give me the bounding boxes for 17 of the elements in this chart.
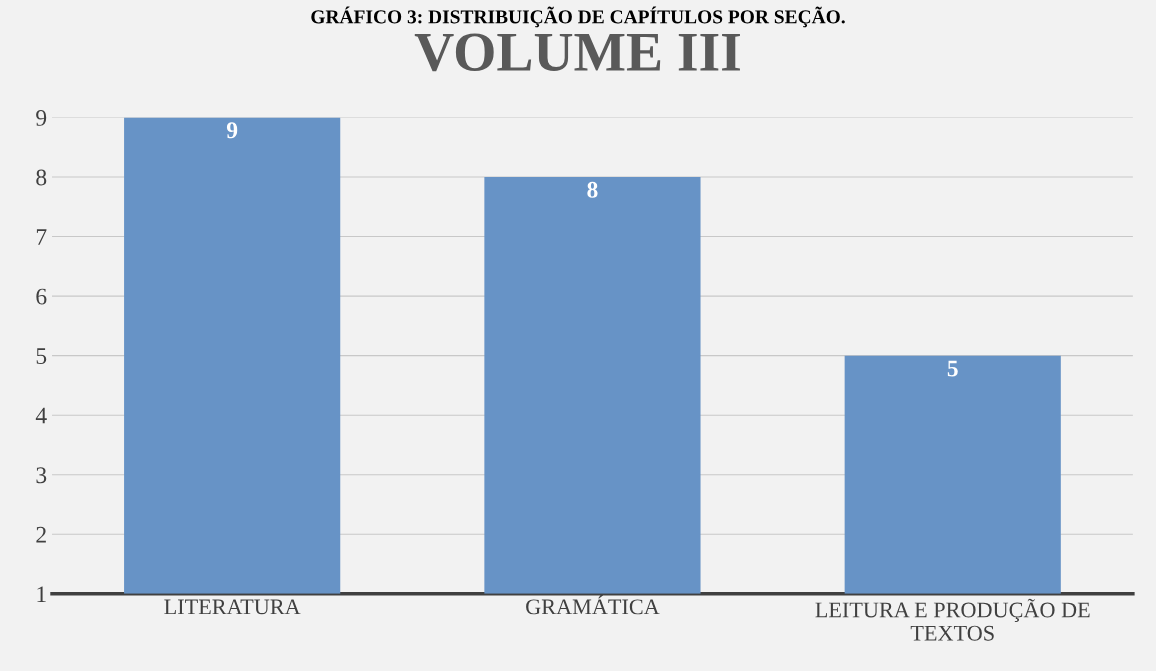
y-tick-label: 9 xyxy=(36,109,47,126)
y-tick-label: 6 xyxy=(36,288,47,305)
x-tick-label: LITERATURA xyxy=(164,599,301,615)
y-tick-label: 4 xyxy=(35,407,47,424)
data-label: 8 xyxy=(587,181,598,198)
y-tick-label: 8 xyxy=(36,169,47,186)
data-label: 5 xyxy=(947,360,958,377)
x-tick-label: LEITURA E PRODUÇÃO DE TEXTOS xyxy=(815,598,1090,641)
y-tick-label: 1 xyxy=(37,586,46,603)
text: GRÁFICO 3: DISTRIBUIÇÃO DE CAPÍTULOS POR SEÇÃO. xyxy=(311,6,845,28)
y-tick-label: 5 xyxy=(36,348,47,365)
y-tick-label: 3 xyxy=(36,467,47,484)
y-tick-label: 7 xyxy=(36,229,47,245)
data-label: 9 xyxy=(226,122,238,139)
y-tick-label: 2 xyxy=(36,526,46,543)
chart-title: VOLUME III xyxy=(414,33,740,72)
x-tick-label: GRAMÁTICA xyxy=(526,595,660,615)
